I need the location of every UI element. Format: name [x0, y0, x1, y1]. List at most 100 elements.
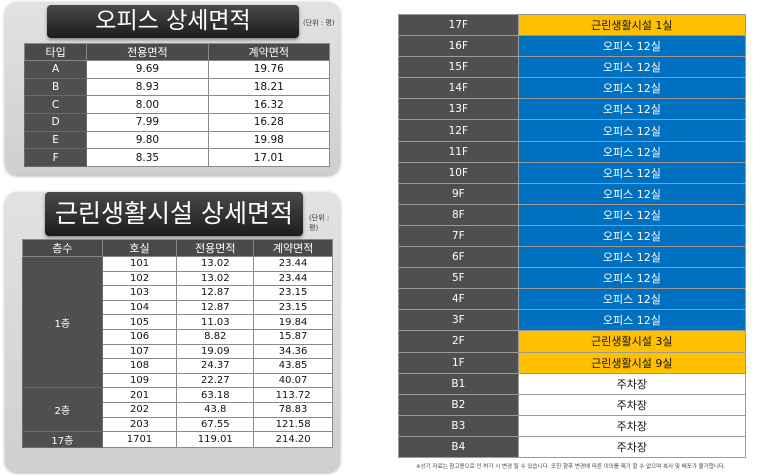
- floor-label-cell: 6F: [398, 246, 519, 269]
- retail-exclusive-cell: 13.02: [176, 256, 255, 272]
- office-exclusive-cell: 7.99: [86, 113, 209, 132]
- floor-use-cell: 오피스 12실: [517, 35, 747, 58]
- retail-floor-cell: 1층: [22, 255, 103, 389]
- floor-use-cell: 주차장: [517, 372, 747, 395]
- retail-area-panel: 근린생활시설 상세면적 (단위 : 평) 층수 호실 전용면적 계약면적 1층 1…: [5, 192, 340, 472]
- retail-contract-cell: 23.44: [253, 256, 333, 272]
- table-row: 108 24.37 43.85: [23, 358, 333, 374]
- office-title: 오피스 상세면적: [47, 5, 299, 38]
- retail-contract-cell: 43.85: [253, 358, 333, 374]
- retail-exclusive-cell: 12.87: [176, 299, 255, 316]
- floor-use-cell: 오피스 12실: [517, 246, 747, 269]
- retail-contract-cell: 15.87: [253, 328, 333, 345]
- office-type-cell: D: [23, 113, 88, 132]
- table-row: 1층 101 13.02 23.44: [22, 255, 333, 389]
- floor-row: 15F 오피스 12실: [398, 56, 747, 79]
- floor-use-cell: 주차장: [517, 414, 747, 437]
- floor-row: 6F 오피스 12실: [398, 246, 747, 269]
- retail-exclusive-cell: 19.09: [176, 343, 255, 360]
- retail-contract-cell: 34.36: [253, 343, 333, 360]
- office-type-cell: C: [23, 95, 88, 115]
- retail-title: 근린생활시설 상세면적: [45, 192, 303, 236]
- retail-area-table: 층수 호실 전용면적 계약면적 1층 101 13.02 23.44 102 13.02 2…: [22, 239, 333, 449]
- footnote: ※상기 자료는 참고용으로 인·허가 시 변경 될 수 있습니다. 또한 향후 …: [416, 464, 726, 470]
- floor-row: B1 주차장: [398, 372, 747, 395]
- floor-row: 12F 오피스 12실: [398, 119, 747, 142]
- retail-unit-cell: 202: [101, 401, 178, 418]
- floor-row: 2F 근린생활시설 3실: [398, 330, 747, 353]
- retail-unit-cell: 103: [101, 285, 178, 301]
- office-area-panel: 오피스 상세면적 (단위 : 평) 타입 전용면적 계약면적 A 9.69 19.7…: [5, 2, 340, 175]
- table-row: 105 11.03 19.84: [23, 314, 333, 330]
- retail-contract-cell: 78.83: [253, 401, 333, 418]
- retail-exclusive-cell: 119.01: [176, 431, 255, 449]
- floor-label-cell: 12F: [398, 119, 519, 142]
- floor-row: 14F 오피스 12실: [398, 77, 747, 100]
- office-header-row: 타입 전용면적 계약면적: [23, 43, 331, 61]
- retail-unit-cell: 1701: [101, 431, 178, 449]
- floor-use-cell: 오피스 12실: [517, 161, 747, 184]
- office-exclusive-cell: 9.80: [86, 130, 209, 150]
- retail-exclusive-cell: 43.8: [176, 401, 255, 418]
- retail-header-contract: 계약면적: [253, 239, 333, 257]
- office-exclusive-cell: 8.35: [86, 148, 209, 168]
- floor-use-cell: 오피스 12실: [517, 224, 747, 248]
- floor-row: B2 주차장: [398, 393, 747, 416]
- retail-unit-cell: 107: [101, 343, 178, 360]
- table-row: F 8.35 17.01: [23, 148, 331, 168]
- retail-contract-cell: 23.44: [253, 270, 333, 287]
- table-row: 106 8.82 15.87: [23, 328, 333, 345]
- floor-label-cell: 2F: [398, 330, 519, 353]
- floor-use-cell: 오피스 12실: [517, 203, 747, 226]
- retail-unit-cell: 109: [101, 372, 178, 389]
- retail-contract-cell: 23.15: [253, 299, 333, 316]
- table-row: 2층 201 63.18 113.72: [22, 387, 333, 433]
- office-contract-cell: 19.76: [207, 60, 331, 79]
- floor-use-cell: 근린생활시설 3실: [517, 330, 747, 353]
- floor-label-cell: 8F: [398, 203, 519, 226]
- retail-header-row: 층수 호실 전용면적 계약면적: [22, 239, 333, 257]
- office-header-contract: 계약면적: [207, 43, 331, 61]
- floor-row: 1F 근린생활시설 9실: [398, 351, 747, 374]
- floor-label-cell: 5F: [398, 267, 519, 290]
- floor-label-cell: B1: [398, 372, 519, 395]
- floor-row: B3 주차장: [398, 414, 747, 437]
- floor-label-cell: B2: [398, 393, 519, 416]
- floor-use-cell: 오피스 12실: [517, 182, 747, 205]
- retail-header-unit: 호실: [101, 239, 178, 257]
- floor-use-cell: 오피스 12실: [517, 309, 747, 332]
- floor-use-cell: 오피스 12실: [517, 267, 747, 290]
- retail-unit-cell: 203: [101, 416, 178, 433]
- floor-label-cell: 10F: [398, 161, 519, 184]
- floor-use-cell: 근린생활시설 1실: [517, 13, 747, 37]
- retail-floor-cell: 17층: [22, 431, 103, 449]
- retail-exclusive-cell: 63.18: [176, 387, 255, 403]
- retail-exclusive-cell: 22.27: [176, 372, 255, 389]
- retail-unit-cell: 101: [101, 256, 178, 272]
- retail-contract-cell: 23.15: [253, 285, 333, 301]
- retail-exclusive-cell: 24.37: [176, 358, 255, 374]
- floor-use-cell: 오피스 12실: [517, 56, 747, 79]
- floor-plan-table: 17F 근린생활시설 1실 16F 오피스 12실 15F 오피스 12실 14F 오피스 1…: [398, 13, 747, 458]
- office-type-cell: F: [23, 148, 88, 168]
- retail-header-exclusive: 전용면적: [176, 239, 255, 257]
- floor-row: 7F 오피스 12실: [398, 224, 747, 248]
- office-area-table: 타입 전용면적 계약면적 A 9.69 19.76 B 8.93 18.21 C 8.00 16…: [23, 43, 331, 168]
- table-row: 109 22.27 40.07: [23, 372, 333, 389]
- floor-label-cell: B4: [398, 435, 519, 458]
- floor-use-cell: 주차장: [517, 435, 747, 458]
- office-header-type: 타입: [23, 43, 88, 61]
- floor-use-cell: 오피스 12실: [517, 288, 747, 311]
- office-exclusive-cell: 8.00: [86, 95, 209, 115]
- retail-contract-cell: 121.58: [253, 416, 333, 433]
- floor-label-cell: 4F: [398, 288, 519, 311]
- retail-unit-cell: 201: [101, 387, 178, 403]
- floor-label-cell: 3F: [398, 309, 519, 332]
- floor-row: 8F 오피스 12실: [398, 203, 747, 226]
- floor-use-cell: 오피스 12실: [517, 98, 747, 121]
- floor-label-cell: 14F: [398, 77, 519, 100]
- office-contract-cell: 16.32: [207, 95, 331, 115]
- floor-label-cell: 15F: [398, 56, 519, 79]
- floor-use-cell: 오피스 12실: [517, 140, 747, 163]
- office-exclusive-cell: 8.93: [86, 77, 209, 97]
